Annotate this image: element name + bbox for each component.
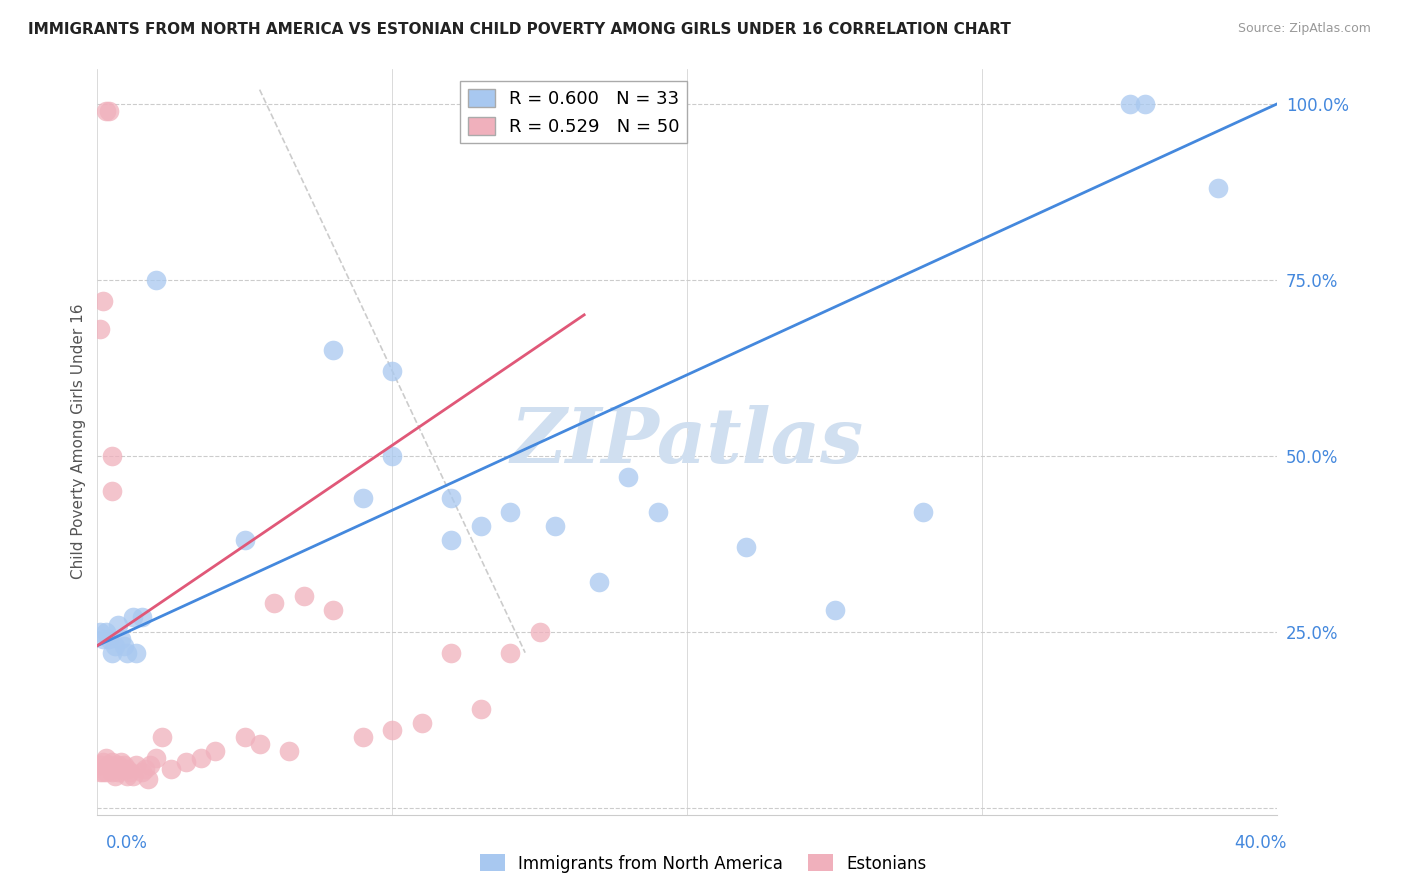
Text: IMMIGRANTS FROM NORTH AMERICA VS ESTONIAN CHILD POVERTY AMONG GIRLS UNDER 16 COR: IMMIGRANTS FROM NORTH AMERICA VS ESTONIA… [28, 22, 1011, 37]
Point [96, 751, 118, 765]
Point [98, 103, 121, 118]
Point [101, 755, 124, 769]
Point [131, 765, 153, 780]
Point [160, 762, 183, 776]
Point [96, 765, 118, 780]
Point [115, 769, 138, 783]
Point [529, 624, 551, 639]
Point [543, 519, 565, 533]
Point [134, 762, 156, 776]
Point [89, 624, 111, 639]
Point [381, 723, 404, 738]
Point [104, 639, 127, 653]
Point [107, 758, 129, 772]
Point [98, 758, 121, 772]
Point [249, 737, 271, 751]
Point [292, 590, 315, 604]
Point [91, 293, 114, 308]
Point [110, 762, 132, 776]
Point [912, 505, 935, 519]
Text: Source: ZipAtlas.com: Source: ZipAtlas.com [1237, 22, 1371, 36]
Point [824, 603, 846, 617]
Point [588, 575, 610, 590]
Point [91, 755, 114, 769]
Legend: Immigrants from North America, Estonians: Immigrants from North America, Estonians [472, 847, 934, 880]
Point [233, 533, 256, 547]
Point [150, 730, 173, 744]
Point [499, 505, 522, 519]
Point [101, 646, 124, 660]
Point [121, 769, 143, 783]
Point [647, 505, 669, 519]
Point [125, 758, 148, 772]
Point [322, 603, 344, 617]
Point [204, 744, 226, 758]
Point [91, 765, 114, 780]
Point [89, 765, 111, 780]
Point [98, 632, 121, 646]
Legend: R = 0.600   N = 33, R = 0.529   N = 50: R = 0.600 N = 33, R = 0.529 N = 50 [460, 81, 688, 144]
Point [107, 617, 129, 632]
Point [91, 632, 114, 646]
Point [115, 762, 138, 776]
Text: 40.0%: 40.0% [1234, 834, 1286, 852]
Text: ZIPatlas: ZIPatlas [510, 405, 863, 478]
Point [440, 491, 463, 505]
Point [411, 716, 433, 731]
Point [440, 646, 463, 660]
Point [101, 449, 124, 463]
Point [110, 755, 132, 769]
Point [96, 103, 118, 118]
Point [381, 364, 404, 378]
Y-axis label: Child Poverty Among Girls Under 16: Child Poverty Among Girls Under 16 [72, 304, 86, 579]
Point [112, 758, 135, 772]
Point [499, 646, 522, 660]
Point [101, 765, 124, 780]
Point [617, 469, 640, 483]
Point [125, 646, 148, 660]
Point [101, 483, 124, 498]
Point [104, 769, 127, 783]
Point [136, 772, 159, 787]
Point [121, 610, 143, 624]
Point [89, 758, 111, 772]
Point [104, 762, 127, 776]
Point [107, 765, 129, 780]
Point [1119, 96, 1142, 111]
Point [1133, 96, 1156, 111]
Point [735, 540, 758, 554]
Point [96, 624, 118, 639]
Point [174, 755, 197, 769]
Point [381, 449, 404, 463]
Point [233, 730, 256, 744]
Point [190, 751, 212, 765]
Text: 0.0%: 0.0% [105, 834, 148, 852]
Point [352, 491, 374, 505]
Point [110, 632, 132, 646]
Point [145, 273, 167, 287]
Point [470, 702, 492, 716]
Point [112, 639, 135, 653]
Point [278, 744, 301, 758]
Point [470, 519, 492, 533]
Point [440, 533, 463, 547]
Point [145, 751, 167, 765]
Point [352, 730, 374, 744]
Point [322, 343, 344, 357]
Point [139, 758, 162, 772]
Point [131, 610, 153, 624]
Point [115, 646, 138, 660]
Point [1208, 181, 1230, 195]
Point [89, 322, 111, 336]
Point [118, 765, 141, 780]
Point [263, 596, 285, 610]
